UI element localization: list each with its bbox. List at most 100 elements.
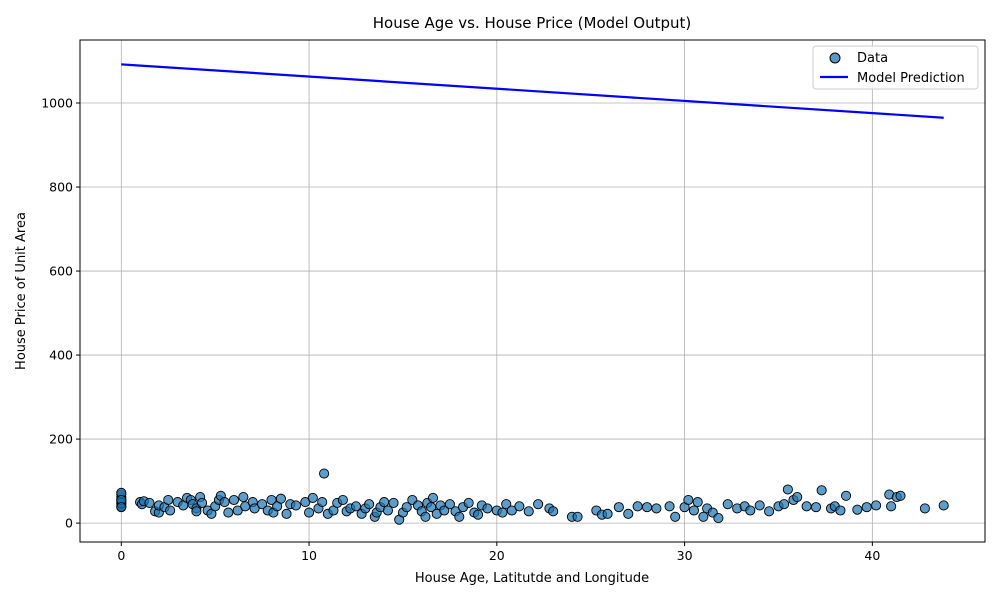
model-prediction-line: [121, 63, 944, 119]
data-point: [249, 503, 260, 514]
y-axis-label: House Price of Unit Area: [14, 212, 29, 370]
legend-box: [812, 45, 979, 90]
data-point: [444, 499, 455, 510]
data-point: [223, 507, 234, 518]
data-point: [895, 490, 906, 501]
data-point: [533, 499, 544, 510]
data-point: [651, 503, 662, 514]
data-point: [745, 505, 756, 516]
data-point: [382, 505, 393, 516]
data-point: [472, 509, 484, 520]
chart-title: House Age vs. House Price (Model Output): [373, 14, 692, 32]
data-point: [116, 502, 127, 513]
data-point: [454, 511, 465, 522]
y-tick-label: 800: [49, 180, 73, 195]
data-point: [364, 499, 375, 510]
data-point: [196, 497, 208, 508]
x-tick-label: 20: [489, 548, 505, 563]
data-point: [219, 497, 230, 508]
data-point: [506, 505, 517, 516]
data-point: [792, 492, 803, 503]
data-point: [764, 506, 775, 517]
y-tick-label: 400: [49, 348, 73, 363]
model-line: [121, 63, 944, 119]
data-point: [427, 492, 439, 503]
x-axis-label: House Age, Latitutde and Longitude: [415, 571, 649, 586]
legend-label-model: Model Prediction: [857, 71, 965, 86]
data-point: [191, 506, 202, 517]
data-point: [754, 500, 765, 511]
data-point: [572, 511, 583, 522]
y-tick-label: 200: [49, 432, 73, 447]
data-point: [300, 497, 311, 508]
data-point: [257, 499, 268, 510]
data-point: [688, 505, 700, 516]
data-point: [801, 501, 812, 512]
data-point: [602, 508, 613, 519]
data-point: [641, 502, 653, 513]
data-point: [886, 501, 897, 512]
data-point: [420, 511, 431, 522]
legend-label-data: Data: [857, 51, 888, 66]
data-point: [350, 501, 362, 512]
data-point: [379, 497, 390, 508]
data-point: [514, 501, 525, 512]
x-tick-label: 0: [117, 548, 125, 563]
data-point: [165, 505, 176, 516]
y-tick-label: 600: [49, 264, 73, 279]
x-tick-label: 40: [864, 548, 880, 563]
x-tick-label: 10: [301, 548, 317, 563]
data-point: [698, 511, 709, 522]
data-point: [307, 492, 318, 503]
data-point: [523, 506, 534, 517]
data-point: [816, 485, 827, 496]
data-point: [861, 502, 872, 513]
data-point: [692, 497, 703, 508]
data-point: [613, 502, 624, 513]
data-point: [664, 501, 675, 512]
legend-marker-data: [829, 52, 841, 64]
data-point: [919, 503, 930, 514]
data-point: [501, 499, 512, 510]
data-point: [497, 507, 508, 518]
data-point: [779, 499, 790, 510]
data-point: [337, 494, 348, 506]
data-point: [439, 505, 450, 516]
y-tick-label: 1000: [41, 96, 73, 111]
data-point: [670, 511, 681, 522]
data-point: [275, 493, 286, 504]
data-point: [782, 484, 793, 495]
data-point: [163, 494, 174, 506]
data-point: [228, 494, 240, 506]
data-point: [938, 500, 949, 511]
data-point: [548, 506, 559, 517]
legend: Data Model Prediction: [812, 45, 979, 90]
data-point: [835, 505, 846, 516]
data-points: [116, 468, 949, 525]
data-point: [290, 500, 301, 511]
data-point: [713, 513, 724, 524]
data-point: [232, 505, 243, 516]
data-point: [281, 508, 292, 519]
data-point: [683, 494, 694, 506]
data-point: [722, 499, 733, 510]
data-point: [317, 497, 328, 508]
data-point: [482, 503, 493, 514]
data-point: [871, 500, 882, 511]
x-tick-label: 30: [677, 548, 693, 563]
data-point: [401, 502, 412, 513]
data-point: [810, 502, 822, 513]
data-point: [304, 507, 315, 518]
data-point: [240, 501, 251, 512]
grid-lines: [80, 40, 985, 542]
plot-frame: [79, 39, 986, 543]
y-tick-label: 0: [65, 516, 73, 531]
data-point: [632, 501, 643, 512]
data-point: [463, 497, 474, 508]
data-point: [144, 497, 155, 508]
data-point: [623, 508, 634, 519]
data-point: [841, 490, 852, 501]
data-point: [319, 468, 330, 479]
